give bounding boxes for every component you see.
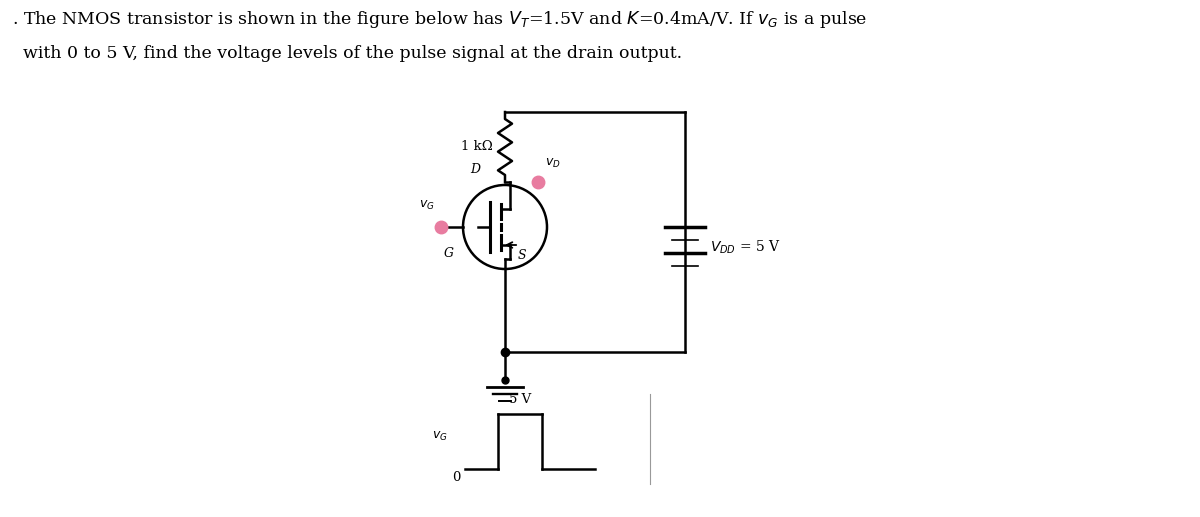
Text: G: G xyxy=(444,247,454,260)
Text: $v_D$: $v_D$ xyxy=(545,157,560,170)
Text: $V_{DD}$ = 5 V: $V_{DD}$ = 5 V xyxy=(710,238,781,256)
Text: $v_G$: $v_G$ xyxy=(432,430,448,443)
Text: D: D xyxy=(470,163,480,176)
Text: $v_G$: $v_G$ xyxy=(419,199,436,212)
Text: 5 V: 5 V xyxy=(509,393,532,406)
Text: 0: 0 xyxy=(451,471,460,484)
Text: . The NMOS transistor is shown in the figure below has $V_T$=1.5V and $K$=0.4mA/: . The NMOS transistor is shown in the fi… xyxy=(12,9,868,30)
Text: S: S xyxy=(518,249,527,262)
Text: 1 kΩ: 1 kΩ xyxy=(461,141,493,154)
Text: with 0 to 5 V, find the voltage levels of the pulse signal at the drain output.: with 0 to 5 V, find the voltage levels o… xyxy=(12,45,682,62)
